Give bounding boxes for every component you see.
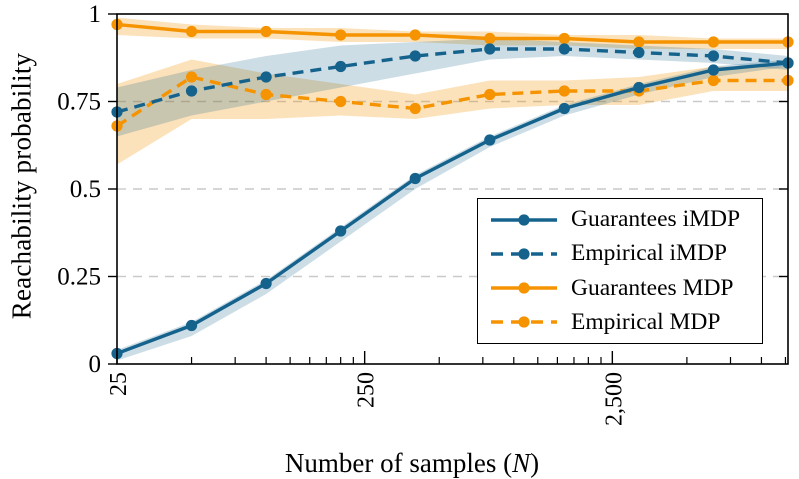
legend-label-empirical-imdp: Empirical iMDP <box>571 240 727 267</box>
series-line-guarantees-imdp <box>116 61 789 356</box>
legend-label-guarantees-mdp: Guarantees MDP <box>571 274 734 301</box>
y-tick-label-0.5: 0.5 <box>70 176 101 203</box>
series-marker-empirical-imdp <box>633 46 645 59</box>
series-marker-guarantees-imdp <box>707 64 720 76</box>
legend-sample-guarantees-mdp <box>491 282 557 294</box>
series-band-empirical-mdp <box>117 59 788 165</box>
x-axis-label: Number of samples (N) <box>112 448 712 479</box>
legend-sample-marker-icon <box>518 248 530 260</box>
legend-sample-marker-icon <box>518 214 530 226</box>
x-axis-label-prefix: Number of samples ( <box>284 448 513 478</box>
x-tick-label-2500: 2,500 <box>601 372 627 426</box>
series-marker-guarantees-mdp <box>185 25 198 38</box>
y-tick-label-0.75: 0.75 <box>57 89 101 116</box>
series-line-guarantees-mdp <box>116 22 788 44</box>
series-marker-guarantees-mdp <box>484 32 496 45</box>
series-marker-guarantees-imdp <box>260 277 272 290</box>
legend-sample-guarantees-imdp <box>491 214 557 226</box>
series-marker-empirical-mdp <box>335 95 347 108</box>
series-marker-guarantees-mdp <box>335 29 347 41</box>
legend-label-empirical-mdp: Empirical MDP <box>571 308 721 335</box>
series-marker-guarantees-mdp <box>707 36 720 48</box>
series-marker-guarantees-mdp <box>409 29 421 41</box>
series-marker-empirical-imdp <box>707 50 720 62</box>
series-marker-empirical-mdp <box>484 88 496 101</box>
y-tick-label-0: 0 <box>89 351 102 378</box>
series-marker-empirical-imdp <box>558 43 570 55</box>
series-marker-empirical-imdp <box>185 85 198 97</box>
series-band-guarantees-imdp <box>117 59 788 361</box>
series-marker-empirical-imdp <box>260 71 272 83</box>
x-tick-label-25: 25 <box>106 372 132 396</box>
series-marker-guarantees-imdp <box>335 225 347 237</box>
x-axis-label-suffix: ) <box>530 448 540 478</box>
series-marker-empirical-imdp <box>409 50 421 62</box>
series-marker-empirical-mdp <box>409 102 421 115</box>
legend-sample-marker-icon <box>518 316 530 328</box>
series-marker-empirical-mdp <box>260 88 272 101</box>
legend-row-guarantees-mdp: Guarantees MDP <box>490 273 762 304</box>
series-marker-guarantees-imdp <box>185 319 198 332</box>
legend-row-empirical-mdp: Empirical MDP <box>490 307 762 338</box>
legend: Guarantees iMDP Empirical iMDP Guarantees … <box>477 198 763 344</box>
series-band-empirical-imdp <box>117 38 788 137</box>
legend-sample-empirical-imdp <box>491 248 557 260</box>
legend-row-guarantees-imdp: Guarantees iMDP <box>490 204 762 235</box>
legend-sample-empirical-mdp <box>491 316 557 328</box>
legend-label-guarantees-imdp: Guarantees iMDP <box>571 206 741 233</box>
series-marker-empirical-mdp <box>707 74 720 87</box>
x-tick-label-250: 250 <box>354 372 380 408</box>
series-marker-empirical-imdp <box>335 60 347 73</box>
series-marker-guarantees-mdp <box>633 36 645 48</box>
series-marker-empirical-mdp <box>558 85 570 97</box>
series-marker-guarantees-imdp <box>633 81 645 94</box>
series-marker-empirical-imdp <box>484 43 496 55</box>
series-line-empirical-mdp <box>116 75 788 128</box>
legend-row-empirical-imdp: Empirical iMDP <box>490 238 762 269</box>
series-marker-guarantees-mdp <box>558 32 570 45</box>
series-marker-guarantees-mdp <box>260 25 272 38</box>
series-marker-guarantees-imdp <box>484 134 496 146</box>
y-tick-label-0.25: 0.25 <box>57 264 101 291</box>
series-line-empirical-imdp <box>116 47 789 114</box>
y-tick-label-1: 1 <box>89 1 102 28</box>
y-axis-label: Reachability probability <box>6 52 37 320</box>
legend-sample-marker-icon <box>518 282 530 294</box>
x-axis-label-variable: N <box>512 448 531 478</box>
series-marker-guarantees-imdp <box>409 172 421 185</box>
series-marker-empirical-mdp <box>185 71 198 83</box>
series-marker-guarantees-imdp <box>558 102 570 115</box>
